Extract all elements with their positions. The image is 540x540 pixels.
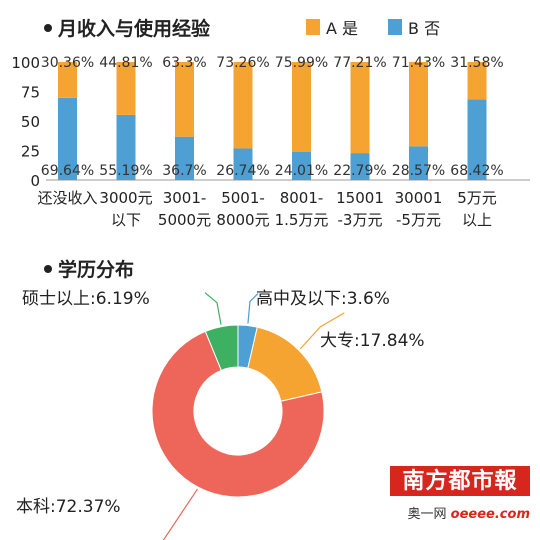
data-label-no: 24.01% [275, 163, 328, 179]
bar-segment-yes [292, 62, 311, 152]
y-tick-label: 25 [21, 143, 40, 161]
category-label: 8000元 [216, 211, 269, 229]
category-label: 8001- [280, 189, 324, 207]
bar-segment-no [467, 99, 487, 180]
slice-label-college: 大专:17.84% [320, 331, 425, 351]
category-label: 5000元 [158, 211, 211, 229]
data-label-no: 36.7% [162, 163, 206, 179]
bar-segment-yes [116, 62, 136, 115]
category-label: 5万元 [457, 189, 497, 207]
category-label: 30001 [395, 189, 443, 207]
bar-chart-title: 月收入与使用经验 [57, 17, 211, 40]
data-label-yes: 73.26% [216, 55, 269, 71]
y-tick-label: 100 [11, 54, 40, 72]
website-mark: 奥一网 oeeee.com [408, 503, 530, 522]
category-label: 3000元 [99, 189, 152, 207]
slice-label-bachelor: 本科:72.37% [16, 497, 121, 517]
bar-segment-yes [409, 62, 428, 147]
data-label-no: 22.79% [333, 163, 386, 179]
legend-label-no: B 否 [408, 19, 440, 38]
bar-segment-yes [58, 62, 77, 98]
data-label-no: 26.74% [216, 163, 269, 179]
donut-slice [247, 326, 323, 402]
donut-chart-title: 学历分布 [58, 258, 134, 281]
data-label-yes: 77.21% [333, 55, 386, 71]
data-label-yes: 71.43% [392, 55, 445, 71]
category-label: 以下 [111, 211, 141, 229]
bar-segment-no [116, 114, 136, 180]
bar-segment-no [409, 146, 428, 180]
leader-line [162, 488, 198, 540]
data-label-no: 28.57% [392, 163, 445, 179]
category-label: -5万元 [396, 211, 441, 229]
data-label-no: 55.19% [99, 163, 152, 179]
category-label: -3万元 [338, 211, 383, 229]
donut-slice [204, 324, 239, 371]
slice-label-highschool: 高中及以下:3.6% [256, 289, 390, 309]
bar-segment-no [350, 153, 370, 180]
category-label: 5001- [221, 189, 265, 207]
data-label-yes: 30.36% [41, 55, 94, 71]
data-label-no: 69.64% [41, 163, 94, 179]
data-label-yes: 75.99% [275, 55, 328, 71]
bar-segment-yes [175, 62, 194, 137]
category-label: 还没收入 [37, 189, 97, 207]
title-bullet [44, 265, 52, 273]
newspaper-logo: 南方都市報 [390, 466, 530, 496]
slice-label-masters: 硕士以上:6.19% [22, 289, 150, 309]
data-label-yes: 63.3% [162, 55, 206, 71]
category-label: 1.5万元 [275, 211, 329, 229]
logo-text: 南方都市報 [402, 468, 518, 494]
site-name: 奥一网 [407, 507, 447, 522]
category-label: 15001 [336, 189, 384, 207]
y-tick-label: 75 [21, 84, 40, 102]
category-label: 以上 [462, 211, 492, 229]
y-tick-label: 50 [21, 113, 40, 131]
bar-segment-no [292, 151, 311, 180]
bar-segment-no [58, 97, 77, 180]
site-domain: oeeee.com [450, 507, 530, 522]
leader-line [299, 312, 345, 350]
bar-segment-yes [467, 62, 487, 100]
education-distribution-chart: 学历分布 硕士以上:6.19% 高中及以下:3.6% 大专:17.84% 本科:… [16, 258, 425, 540]
category-label: 3001- [163, 189, 207, 207]
data-label-yes: 31.58% [450, 55, 503, 71]
income-experience-chart: 月收入与使用经验 A 是 B 否 100 75 50 25 0 30.36% 69.64% 还… [11, 17, 530, 229]
data-label-no: 68.42% [450, 163, 503, 179]
bar-segment-no [175, 136, 194, 180]
legend-label-yes: A 是 [326, 19, 358, 38]
legend-swatch-no [388, 19, 402, 35]
bar-segment-yes [233, 62, 253, 149]
bar-segment-yes [350, 62, 370, 154]
leader-line [247, 293, 259, 324]
y-tick-label: 0 [30, 172, 40, 190]
donut-slice [151, 330, 325, 498]
data-label-yes: 44.81% [99, 55, 152, 71]
leader-line [204, 292, 222, 325]
title-bullet [44, 24, 52, 32]
legend-swatch-yes [306, 19, 320, 35]
bar-segment-no [233, 148, 253, 180]
